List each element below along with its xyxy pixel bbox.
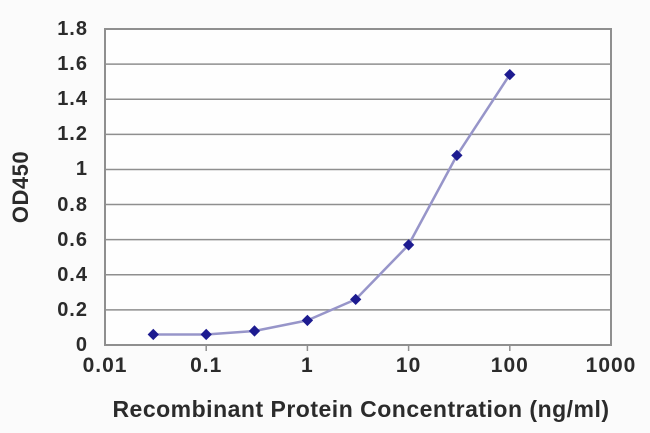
data-point-marker	[451, 149, 463, 162]
x-tick-label: 0.1	[190, 354, 223, 377]
plot-border	[104, 28, 612, 346]
y-tick-label: 1	[75, 158, 88, 181]
y-tick-label: 0.8	[57, 193, 88, 216]
y-tick-label: 1.4	[57, 88, 88, 111]
plot-background	[105, 29, 611, 345]
data-line	[153, 73, 511, 336]
y-tick-label: 0.6	[57, 228, 88, 251]
x-tick-label: 10	[395, 354, 422, 377]
data-point-marker	[200, 328, 212, 341]
x-tick-label: 1	[301, 354, 314, 377]
x-tick-label: 0.01	[82, 354, 128, 377]
x-tick-label: 100	[490, 354, 529, 377]
y-tick-label: 1.8	[57, 18, 88, 40]
y-axis-title: OD450	[8, 150, 33, 224]
y-tick-label: 1.6	[57, 53, 88, 76]
y-tick-label: 0	[75, 334, 88, 356]
x-tick-label: 1000	[585, 354, 637, 377]
y-tick-label: 0.2	[57, 298, 88, 321]
data-point-marker	[402, 239, 415, 251]
data-point-marker	[301, 314, 314, 327]
data-point-marker	[350, 293, 362, 306]
y-tick-label: 1.2	[57, 123, 88, 146]
data-point-marker	[248, 325, 261, 337]
x-axis-title: Recombinant Protein Concentration (ng/ml…	[112, 396, 610, 422]
y-tick-label: 0.4	[57, 263, 88, 286]
data-point-marker	[147, 328, 159, 341]
